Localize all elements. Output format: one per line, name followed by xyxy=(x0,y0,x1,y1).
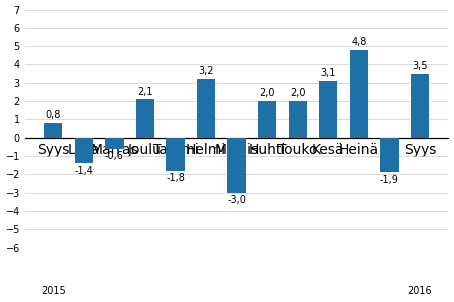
Text: 2016: 2016 xyxy=(408,286,432,297)
Bar xyxy=(136,99,154,138)
Bar xyxy=(44,123,62,138)
Bar xyxy=(319,81,337,138)
Text: 3,5: 3,5 xyxy=(412,61,428,71)
Text: 2,0: 2,0 xyxy=(290,88,306,98)
Bar xyxy=(197,79,215,138)
Text: 2015: 2015 xyxy=(41,286,65,297)
Bar xyxy=(166,138,185,171)
Text: -1,8: -1,8 xyxy=(166,173,185,183)
Bar xyxy=(74,138,93,163)
Bar xyxy=(350,50,368,138)
Text: -1,4: -1,4 xyxy=(74,166,93,176)
Text: -3,0: -3,0 xyxy=(227,195,246,205)
Bar xyxy=(105,138,123,149)
Text: 3,2: 3,2 xyxy=(198,66,214,76)
Bar xyxy=(380,138,399,172)
Text: 3,1: 3,1 xyxy=(321,68,336,78)
Text: 4,8: 4,8 xyxy=(351,37,366,47)
Bar xyxy=(227,138,246,193)
Text: 2,1: 2,1 xyxy=(137,86,153,97)
Bar xyxy=(258,101,276,138)
Bar xyxy=(411,74,429,138)
Bar xyxy=(289,101,307,138)
Text: 2,0: 2,0 xyxy=(259,88,275,98)
Text: 0,8: 0,8 xyxy=(45,110,61,120)
Text: -0,6: -0,6 xyxy=(105,151,124,162)
Text: -1,9: -1,9 xyxy=(380,175,399,185)
